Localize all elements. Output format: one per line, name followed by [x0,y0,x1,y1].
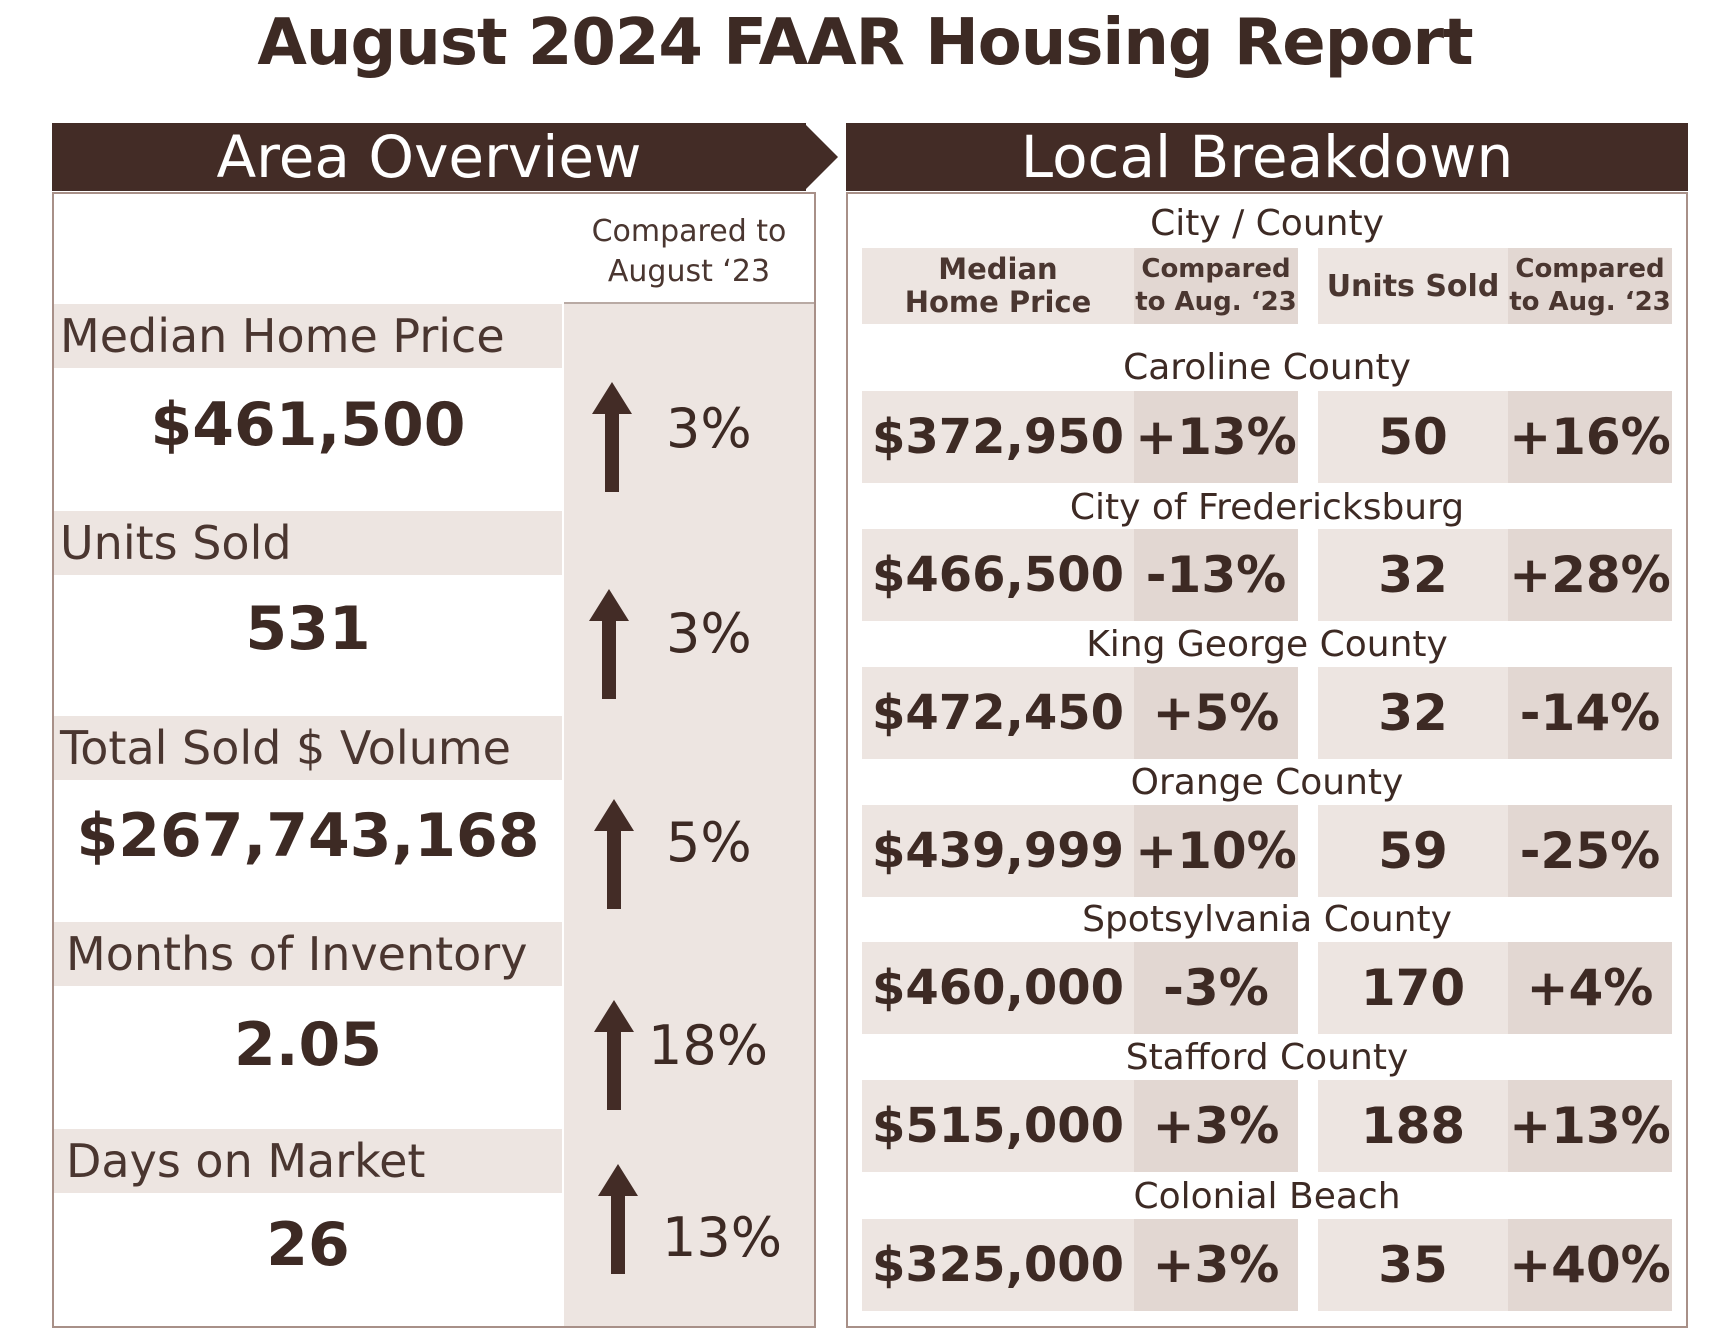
header-median-home-price: Median Home Price [862,248,1134,324]
row-units-spotsylvania-county: 170 [1318,942,1508,1034]
row-units-colonial-beach: 35 [1318,1219,1508,1311]
header-units-compared-line2: to Aug. ‘23 [1509,287,1671,317]
metric-value-median-home-price: $461,500 [150,390,466,460]
report-title: August 2024 FAAR Housing Report [257,6,1473,80]
row-price-change-caroline-county: +13% [1134,391,1298,483]
comparison-header: Compared to August ‘23 [564,194,814,304]
up-arrow-icon [589,589,629,699]
metric-change-median-home-price: 3% [666,397,752,460]
row-label-city-of-fredericksburg: City of Fredericksburg [1069,487,1465,528]
metric-value-months-of-inventory: 2.05 [233,1010,383,1080]
row-units-orange-county: 59 [1318,805,1508,897]
row-units-change-stafford-county: +13% [1508,1080,1672,1172]
row-units-city-of-fredericksburg: 32 [1318,529,1508,621]
row-price-change-city-of-fredericksburg: -13% [1134,529,1298,621]
up-arrow-icon [594,799,634,909]
row-units-change-king-george-county: -14% [1508,667,1672,759]
metric-change-days-on-market: 13% [662,1206,783,1269]
metric-label-median-home-price: Median Home Price [54,304,562,368]
city-county-subheading: City / County [1150,203,1384,244]
row-units-change-caroline-county: +16% [1508,391,1672,483]
row-units-change-colonial-beach: +40% [1508,1219,1672,1311]
row-price-change-colonial-beach: +3% [1134,1219,1298,1311]
metric-change-months-of-inventory: 18% [648,1014,769,1077]
metric-change-units-sold: 3% [666,602,752,665]
row-price-change-orange-county: +10% [1134,805,1298,897]
row-price-change-stafford-county: +3% [1134,1080,1298,1172]
row-label-king-george-county: King George County [1086,624,1448,665]
local-breakdown-banner: Local Breakdown [846,123,1688,191]
comparison-header-line2: August ‘23 [607,254,771,289]
row-price-change-king-george-county: +5% [1134,667,1298,759]
up-arrow-icon [592,382,632,492]
metric-label-total-sold-volume: Total Sold $ Volume [54,716,562,780]
row-label-spotsylvania-county: Spotsylvania County [1082,899,1452,940]
row-price-change-spotsylvania-county: -3% [1134,942,1298,1034]
row-price-city-of-fredericksburg: $466,500 [862,529,1134,621]
header-price-compared: Compared to Aug. ‘23 [1134,248,1298,324]
row-price-king-george-county: $472,450 [862,667,1134,759]
metric-label-days-on-market: Days on Market [54,1129,562,1193]
row-price-orange-county: $439,999 [862,805,1134,897]
row-units-change-city-of-fredericksburg: +28% [1508,529,1672,621]
row-price-colonial-beach: $325,000 [862,1219,1134,1311]
comparison-header-line1: Compared to [591,214,787,249]
up-arrow-icon [594,1000,634,1110]
header-units-compared: Compared to Aug. ‘23 [1508,248,1672,324]
header-price-compared-line1: Compared [1141,254,1291,284]
row-units-change-spotsylvania-county: +4% [1508,942,1672,1034]
metric-label-units-sold: Units Sold [54,511,562,575]
row-units-king-george-county: 32 [1318,667,1508,759]
header-units-sold: Units Sold [1318,248,1508,324]
metric-change-total-sold-volume: 5% [666,811,752,874]
row-price-stafford-county: $515,000 [862,1080,1134,1172]
area-overview-panel: Compared to August ‘23 Median Home Price… [52,192,816,1328]
metric-value-units-sold: 531 [245,594,371,664]
row-label-colonial-beach: Colonial Beach [1133,1176,1401,1217]
row-label-caroline-county: Caroline County [1123,347,1411,388]
row-units-caroline-county: 50 [1318,391,1508,483]
header-median-line1: Median [938,252,1058,286]
metric-label-months-of-inventory: Months of Inventory [54,922,562,986]
area-overview-banner: Area Overview [52,123,806,191]
row-price-spotsylvania-county: $460,000 [862,942,1134,1034]
comparison-column: Compared to August ‘23 [564,194,814,1326]
row-units-stafford-county: 188 [1318,1080,1508,1172]
local-breakdown-panel: City / County Median Home Price Compared t… [846,192,1688,1328]
row-label-stafford-county: Stafford County [1125,1037,1409,1078]
header-median-line2: Home Price [904,285,1092,319]
header-price-compared-line2: to Aug. ‘23 [1135,287,1297,317]
row-units-change-orange-county: -25% [1508,805,1672,897]
header-units-compared-line1: Compared [1515,254,1665,284]
up-arrow-icon [598,1164,638,1274]
banner-pointer [804,123,838,191]
metric-value-total-sold-volume: $267,743,168 [76,801,540,871]
metric-value-days-on-market: 26 [266,1210,350,1280]
row-price-caroline-county: $372,950 [862,391,1134,483]
header-units-sold-label: Units Sold [1326,268,1500,304]
row-label-orange-county: Orange County [1130,762,1404,803]
